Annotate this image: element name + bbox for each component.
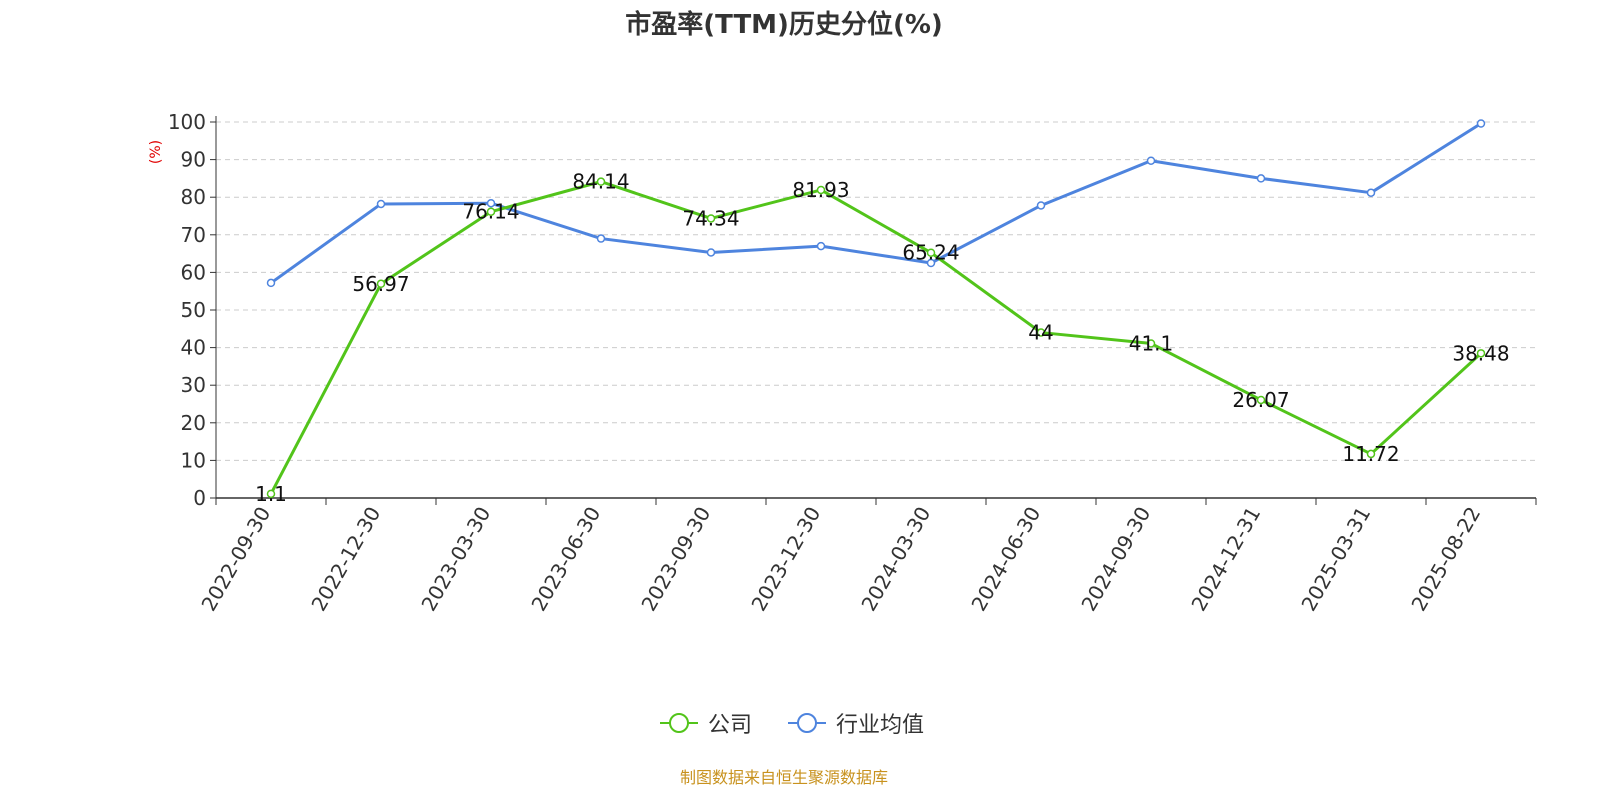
data-point bbox=[816, 185, 826, 195]
data-point bbox=[1366, 449, 1376, 459]
x-tick-label: 2025-03-31 bbox=[1296, 503, 1375, 616]
y-tick-label: 20 bbox=[181, 411, 206, 435]
y-axis-label: (%) bbox=[148, 140, 164, 164]
y-tick-label: 90 bbox=[181, 148, 206, 172]
legend-company-icon bbox=[660, 713, 698, 733]
data-label: 74.34 bbox=[682, 206, 739, 230]
x-tick-label: 2024-12-31 bbox=[1186, 503, 1265, 616]
y-tick-label: 0 bbox=[193, 486, 206, 510]
data-label: 44 bbox=[1028, 321, 1053, 345]
y-tick-label: 50 bbox=[181, 298, 206, 322]
data-point bbox=[266, 489, 276, 499]
data-point bbox=[1036, 201, 1046, 210]
y-tick-label: 100 bbox=[168, 110, 206, 134]
y-tick-label: 30 bbox=[181, 373, 206, 397]
legend-item-company[interactable]: 公司 bbox=[660, 708, 752, 738]
x-tick-label: 2024-03-30 bbox=[856, 503, 935, 616]
x-tick-label: 2025-08-22 bbox=[1406, 503, 1485, 616]
data-point bbox=[926, 248, 936, 257]
data-point bbox=[376, 199, 386, 209]
data-label: 81.93 bbox=[792, 178, 849, 202]
data-point bbox=[376, 279, 386, 289]
data-point bbox=[816, 241, 826, 251]
y-tick-label: 70 bbox=[181, 223, 206, 247]
data-point bbox=[1146, 156, 1156, 165]
data-point bbox=[706, 248, 716, 257]
y-tick-label: 10 bbox=[181, 448, 206, 472]
data-label: 65.24 bbox=[902, 241, 959, 265]
axes: 0 10 20 30 40 50 60 70 80 90 100 2022-09-30 2022-12-… bbox=[168, 110, 1537, 616]
series bbox=[266, 119, 1486, 499]
x-tick-label: 2023-09-30 bbox=[636, 503, 715, 616]
data-point bbox=[1366, 188, 1376, 197]
chart-title: 市盈率(TTM)历史分位(%) bbox=[625, 10, 943, 40]
data-label: 38.48 bbox=[1452, 341, 1509, 365]
legend-industry-icon bbox=[788, 713, 826, 733]
data-label: 11.72 bbox=[1342, 442, 1399, 466]
data-point bbox=[596, 177, 606, 186]
data-point bbox=[596, 234, 606, 243]
data-point bbox=[266, 278, 276, 288]
series-line-0 bbox=[269, 180, 1483, 495]
data-label: 76.14 bbox=[462, 200, 519, 224]
legend-item-industry[interactable]: 行业均值 bbox=[788, 708, 924, 738]
legend-company-label: 公司 bbox=[708, 713, 753, 738]
data-label: 1.1 bbox=[255, 482, 287, 506]
y-tick-label: 60 bbox=[181, 260, 206, 284]
data-point bbox=[706, 214, 716, 223]
data-source-note: 制图数据来自恒生聚源数据库 bbox=[679, 768, 888, 787]
x-tick-label: 2023-06-30 bbox=[526, 503, 605, 616]
data-point bbox=[1036, 328, 1046, 337]
x-tick-label: 2022-09-30 bbox=[196, 503, 275, 616]
data-point bbox=[926, 258, 936, 268]
x-tick-label: 2024-09-30 bbox=[1076, 503, 1155, 616]
series-line-1 bbox=[270, 122, 1482, 285]
x-tick-label: 2024-06-30 bbox=[966, 503, 1045, 616]
data-label: 26.07 bbox=[1232, 388, 1289, 412]
data-labels: 1.1 56.97 76.14 84.14 74.34 81.93 65.24 44 41.1 2… bbox=[255, 170, 1510, 506]
data-point bbox=[486, 198, 496, 208]
data-point bbox=[1256, 174, 1266, 183]
data-label: 56.97 bbox=[352, 272, 409, 296]
data-label: 84.14 bbox=[572, 170, 629, 194]
y-tick-label: 40 bbox=[181, 336, 206, 360]
data-point bbox=[1256, 395, 1266, 405]
y-tick-label: 80 bbox=[181, 185, 206, 209]
grid-lines bbox=[216, 121, 1536, 461]
x-tick-label: 2023-03-30 bbox=[416, 503, 495, 616]
data-label: 41.1 bbox=[1129, 331, 1174, 355]
data-point bbox=[1146, 339, 1156, 348]
x-tick-label: 2022-12-30 bbox=[306, 503, 385, 616]
data-point bbox=[486, 207, 496, 216]
data-point bbox=[1476, 349, 1486, 358]
x-tick-label: 2023-12-30 bbox=[746, 503, 825, 616]
data-point bbox=[1476, 119, 1486, 128]
legend-industry-label: 行业均值 bbox=[836, 713, 925, 738]
